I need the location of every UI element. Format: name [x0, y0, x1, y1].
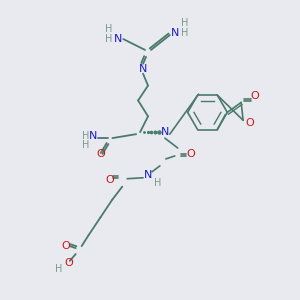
Text: H: H — [105, 24, 112, 34]
Text: N: N — [161, 127, 169, 137]
Text: N: N — [89, 131, 98, 141]
Text: H: H — [181, 28, 188, 38]
Text: O: O — [61, 241, 70, 251]
Text: O: O — [105, 175, 114, 185]
Text: O: O — [246, 118, 254, 128]
Text: H: H — [154, 178, 162, 188]
Text: H: H — [105, 34, 112, 44]
Text: H: H — [181, 18, 188, 28]
Text: H: H — [82, 140, 89, 150]
Text: O: O — [250, 91, 260, 100]
Text: N: N — [144, 170, 152, 180]
Text: H: H — [55, 264, 62, 274]
Text: N: N — [171, 28, 179, 38]
Text: O: O — [186, 149, 195, 159]
Text: N: N — [114, 34, 122, 44]
Text: H: H — [82, 131, 89, 141]
Text: O: O — [64, 258, 73, 268]
Text: N: N — [139, 64, 147, 74]
Text: O: O — [96, 149, 105, 159]
